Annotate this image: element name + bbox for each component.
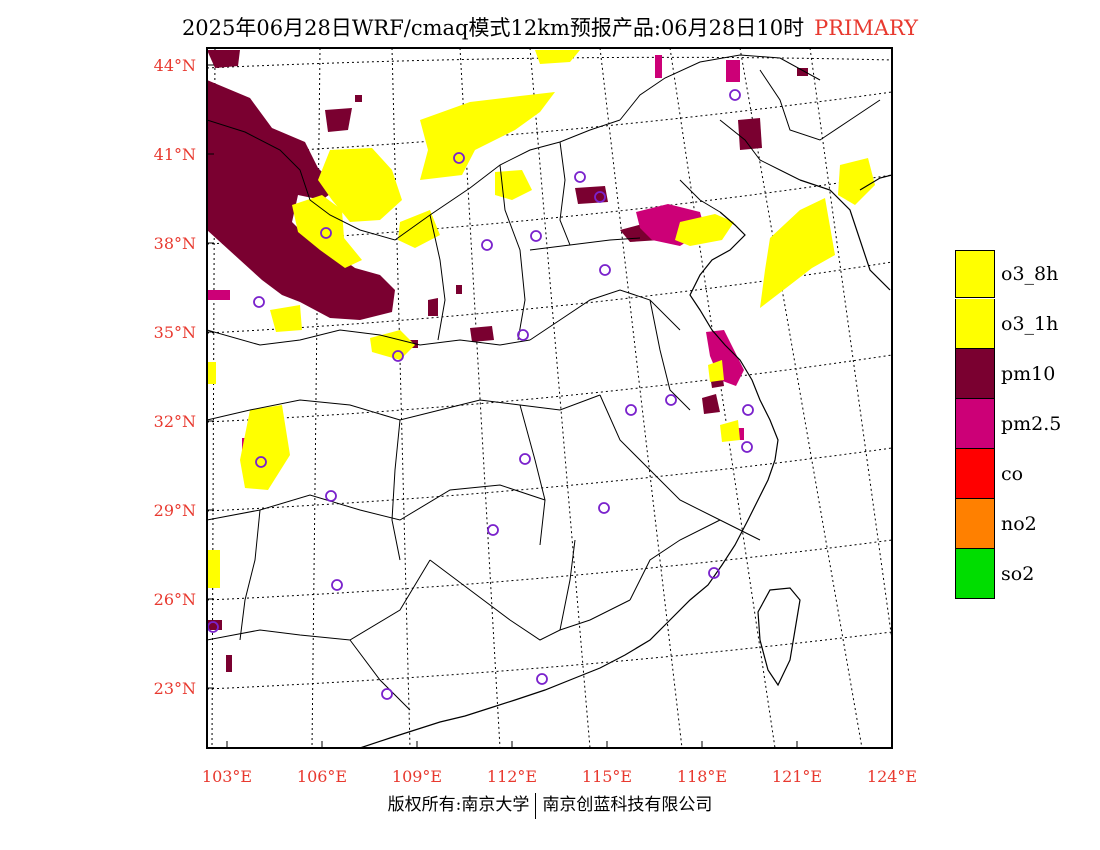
legend-swatch — [955, 449, 995, 499]
legend-label: so2 — [1001, 563, 1035, 585]
o3-patches — [207, 50, 875, 588]
lon-axis: 103°E 106°E 109°E 112°E 115°E 118°E 121°E 124°E — [202, 741, 917, 786]
legend-swatch — [955, 499, 995, 549]
coastline — [359, 174, 892, 748]
footer-separator — [535, 792, 537, 819]
lon-tick-label: 112°E — [487, 767, 537, 786]
footer-right: 南京创蓝科技有限公司 — [542, 795, 713, 815]
copyright-footer: 版权所有:南京大学 南京创蓝科技有限公司 — [0, 790, 1100, 819]
legend-item: co — [955, 449, 1061, 499]
lon-tick-label: 124°E — [867, 767, 917, 786]
legend-swatch — [955, 399, 995, 449]
lat-tick-label: 26°N — [154, 590, 196, 609]
lat-tick-label: 35°N — [154, 323, 196, 342]
lat-tick-label: 38°N — [154, 234, 196, 253]
legend-label: no2 — [1001, 513, 1037, 535]
lon-tick-label: 103°E — [202, 767, 252, 786]
lat-axis: 44°N 41°N 38°N 35°N 32°N 29°N 26°N 23°N — [154, 56, 214, 698]
map-title: 2025年06月28日WRF/cmaq模式12km预报产品:06月28日10时 P… — [0, 12, 1100, 42]
legend-label: pm10 — [1001, 363, 1056, 385]
legend-item: o3_1h — [955, 299, 1061, 349]
legend-swatch — [955, 250, 995, 298]
legend-label: co — [1001, 463, 1024, 485]
legend: o3_8h o3_1h pm10 pm2.5 co no2 so2 — [955, 249, 1061, 599]
map-content — [207, 48, 892, 748]
title-tag: PRIMARY — [814, 16, 919, 40]
legend-item: o3_8h — [955, 249, 1061, 299]
lat-tick-label: 44°N — [154, 56, 196, 75]
legend-swatch — [955, 349, 995, 399]
lon-tick-label: 118°E — [677, 767, 727, 786]
lat-tick-label: 41°N — [154, 145, 196, 164]
legend-item: no2 — [955, 499, 1061, 549]
boundaries — [207, 54, 881, 711]
legend-swatch — [955, 549, 995, 599]
legend-label: o3_1h — [1001, 313, 1059, 335]
map-frame — [206, 47, 893, 749]
lat-tick-label: 29°N — [154, 501, 196, 520]
legend-item: pm2.5 — [955, 399, 1061, 449]
lon-tick-label: 115°E — [582, 767, 632, 786]
lon-tick-label: 109°E — [392, 767, 442, 786]
lon-tick-label: 106°E — [297, 767, 347, 786]
legend-label: pm2.5 — [1001, 413, 1062, 435]
legend-item: so2 — [955, 549, 1061, 599]
legend-label: o3_8h — [1001, 263, 1059, 285]
lat-tick-label: 23°N — [154, 679, 196, 698]
lon-tick-label: 121°E — [772, 767, 822, 786]
lat-tick-label: 32°N — [154, 412, 196, 431]
legend-item: pm10 — [955, 349, 1061, 399]
title-text: 2025年06月28日WRF/cmaq模式12km预报产品:06月28日10时 — [181, 16, 805, 40]
footer-left: 版权所有:南京大学 — [387, 795, 530, 815]
legend-swatch — [955, 299, 995, 349]
